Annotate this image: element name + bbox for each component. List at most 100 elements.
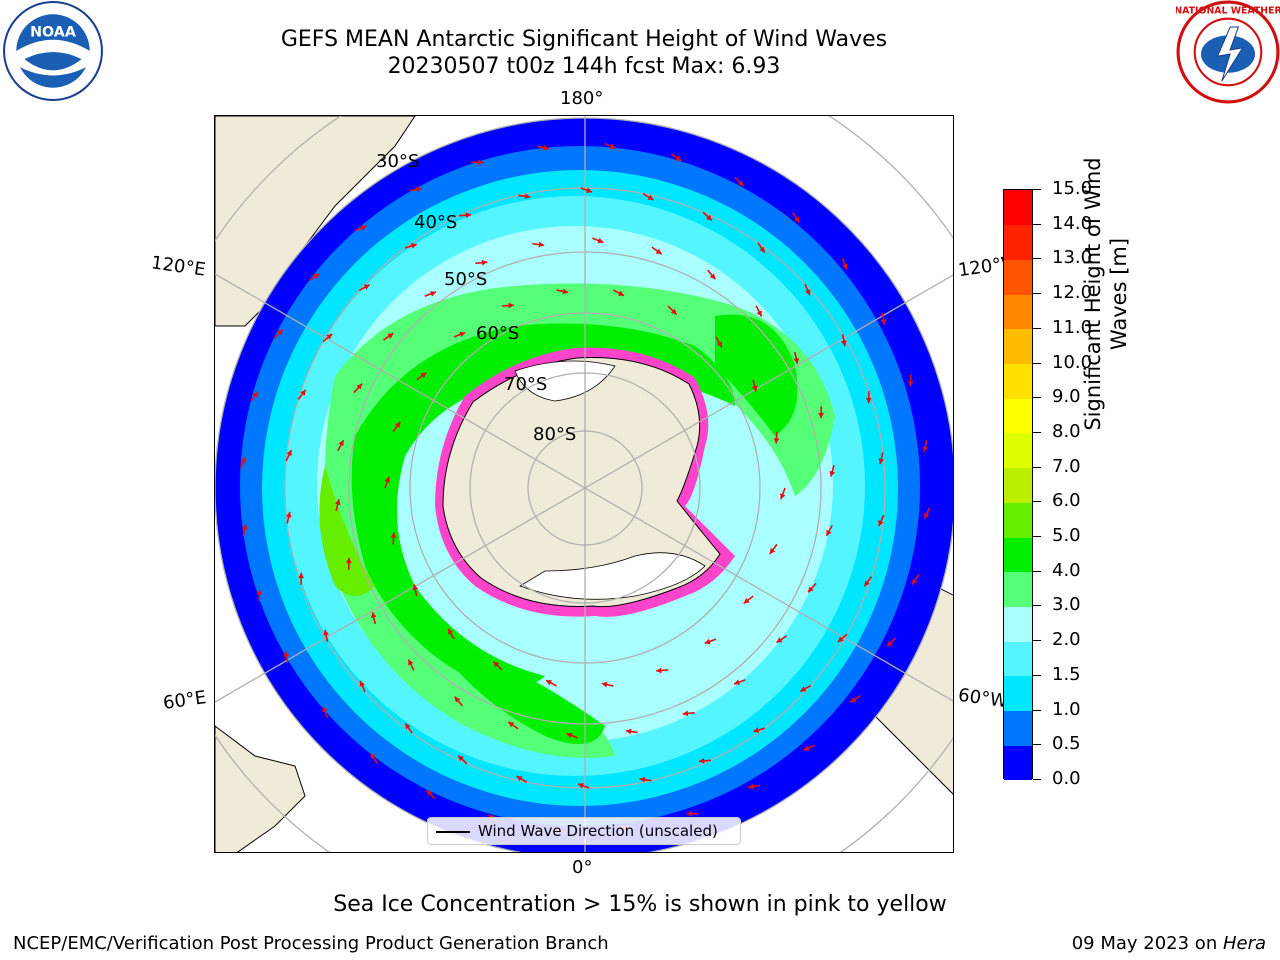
- wave-direction-arrow: [625, 728, 638, 735]
- wave-direction-arrow: [516, 775, 528, 783]
- wave-direction-arrow: [747, 783, 761, 790]
- wave-direction-arrow: [407, 659, 415, 671]
- wave-direction-arrow: [239, 456, 247, 469]
- wave-direction-arrow: [706, 269, 717, 280]
- wave-direction-arrow: [877, 514, 885, 527]
- wave-direction-arrow: [566, 732, 579, 739]
- wave-direction-arrow: [656, 667, 669, 674]
- australia-land: [215, 116, 416, 327]
- lon-label-60e: 60°E: [161, 687, 208, 714]
- wave-direction-arrow: [776, 635, 787, 644]
- wave-direction-arrow: [404, 722, 413, 734]
- lat-label-80s: 80°S: [533, 424, 577, 445]
- wave-direction-arrow: [405, 243, 417, 249]
- colorbar-tick: [1033, 258, 1041, 260]
- colorbar-segment: [1004, 502, 1032, 538]
- wave-direction-arrow: [390, 532, 397, 545]
- lat-label-30s: 30°S: [376, 151, 420, 172]
- wave-direction-arrow: [370, 752, 378, 764]
- wave-direction-arrow: [773, 431, 780, 444]
- wave-direction-arrow: [841, 334, 847, 347]
- wave-direction-arrow: [453, 331, 466, 338]
- colorbar-tick: [1033, 570, 1041, 572]
- colorbar-tick-label: 6.0: [1052, 490, 1081, 512]
- lon-label-0: 0°: [572, 857, 593, 878]
- wave-direction-arrow: [507, 721, 519, 730]
- colorbar-segment: [1004, 363, 1032, 399]
- lat-label-40s: 40°S: [414, 212, 458, 233]
- colorbar-tick: [1033, 744, 1041, 746]
- svg-text:NATIONAL WEATHER: NATIONAL WEATHER: [1176, 6, 1280, 17]
- footer-date-text: 09 May 2023 on: [1071, 933, 1223, 954]
- map-panel: [214, 115, 954, 853]
- colorbar-tick-label: 0.0: [1052, 768, 1081, 789]
- colorbar-tick: [1033, 466, 1041, 468]
- colorbar-tick-label: 12.0: [1052, 282, 1093, 304]
- legend-line-icon: [436, 831, 470, 833]
- wave-direction-arrow: [383, 332, 394, 341]
- sea-ice-note: Sea Ice Concentration > 15% is shown in …: [333, 892, 947, 917]
- wave-direction-arrow: [604, 142, 617, 150]
- wave-direction-arrow: [577, 783, 590, 789]
- colorbar: [1003, 189, 1033, 781]
- wave-direction-arrow: [753, 727, 765, 733]
- wave-direction-arrow: [886, 637, 897, 647]
- colorbar-tick-label: 0.5: [1052, 733, 1081, 755]
- colorbar-segment: [1004, 190, 1032, 226]
- nws-logo: NATIONAL WEATHER: [1176, 0, 1280, 104]
- wave-direction-arrow: [686, 810, 699, 817]
- wave-direction-arrow: [743, 595, 754, 605]
- colorbar-segment: [1004, 398, 1032, 434]
- wave-direction-arrow: [409, 186, 423, 193]
- colorbar-tick: [1033, 674, 1041, 676]
- ice-shelf-ross: [514, 360, 616, 402]
- wave-direction-arrow: [865, 391, 872, 404]
- wave-direction-arrow: [807, 582, 817, 593]
- wave-direction-arrow: [601, 681, 614, 688]
- colorbar-tick: [1033, 327, 1041, 329]
- colorbar-tick: [1033, 293, 1041, 295]
- colorbar-tick: [1033, 501, 1041, 503]
- colorbar-segment: [1004, 641, 1032, 677]
- wave-direction-arrow: [556, 288, 569, 295]
- colorbar-tick-label: 10.0: [1052, 351, 1093, 373]
- wave-direction-arrow: [370, 612, 377, 625]
- colorbar-tick-label: 1.5: [1052, 663, 1081, 685]
- wave-direction-arrow: [825, 524, 833, 537]
- wave-direction-arrow: [337, 439, 345, 452]
- colorbar-tick: [1033, 605, 1041, 607]
- wave-direction-arrow: [532, 241, 545, 248]
- lon-label-180: 180°: [560, 88, 604, 109]
- colorbar-tick: [1033, 431, 1041, 433]
- wave-direction-arrow: [863, 576, 873, 587]
- wave-direction-arrow: [392, 421, 401, 433]
- wave-direction-arrow: [309, 273, 321, 281]
- wind-wave-arrows: [239, 142, 931, 834]
- wave-direction-arrow: [671, 153, 682, 162]
- wave-direction-arrow: [424, 291, 437, 297]
- wave-direction-arrow: [779, 487, 786, 500]
- colorbar-segment: [1004, 710, 1032, 746]
- wave-direction-arrow: [757, 242, 766, 254]
- wave-direction-arrow: [355, 225, 367, 232]
- colorbar-tick-label: 15.0: [1052, 178, 1093, 199]
- wave-direction-arrow: [792, 212, 800, 224]
- colorbar-segment: [1004, 259, 1032, 295]
- colorbar-segment: [1004, 328, 1032, 365]
- wave-direction-arrow: [285, 511, 292, 524]
- svg-text:NOAA: NOAA: [30, 25, 76, 41]
- wave-direction-arrow: [453, 696, 464, 707]
- wave-direction-arrow: [651, 246, 663, 255]
- wave-direction-arrow: [804, 283, 811, 296]
- wave-direction-arrow: [613, 289, 625, 297]
- colorbar-segment: [1004, 537, 1032, 573]
- colorbar-tick: [1033, 779, 1041, 780]
- lon-label-120e: 120°E: [149, 252, 207, 281]
- wave-direction-arrow: [841, 258, 848, 270]
- wave-direction-arrow: [922, 440, 929, 453]
- wave-direction-arrow: [283, 650, 290, 664]
- wave-direction-arrow: [457, 754, 468, 765]
- chart-title: GEFS MEAN Antarctic Significant Height o…: [280, 27, 888, 52]
- wave-direction-arrow: [793, 351, 800, 364]
- wave-direction-arrow: [818, 406, 825, 419]
